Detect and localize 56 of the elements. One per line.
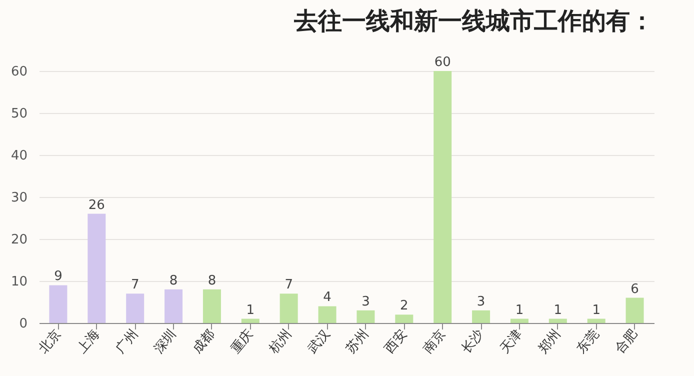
data-label: 3	[476, 294, 486, 310]
y-tick-label: 0	[19, 316, 28, 332]
data-label: 3	[362, 294, 370, 310]
x-tick-label: 上海	[74, 327, 103, 357]
bar	[472, 310, 490, 323]
data-label: 4	[323, 290, 332, 306]
data-label: 2	[400, 298, 408, 314]
bar	[548, 318, 567, 323]
data-label: 7	[130, 278, 140, 293]
x-tick-label: 武汉	[305, 327, 334, 357]
data-label: 9	[54, 269, 62, 284]
bar	[510, 318, 528, 323]
data-label: 8	[208, 273, 216, 288]
bar	[434, 71, 452, 323]
x-tick-label: 郑州	[536, 327, 564, 357]
x-tick-label: 杭州	[266, 327, 295, 358]
data-label: 1	[592, 302, 600, 318]
data-label: 8	[169, 273, 178, 288]
y-tick-label: 10	[10, 274, 28, 290]
bar	[88, 214, 106, 323]
bar	[587, 318, 606, 323]
x-tick-label: 长沙	[458, 327, 488, 357]
data-label: 1	[515, 302, 524, 318]
data-label: 6	[630, 282, 639, 297]
y-tick-label: 20	[10, 232, 28, 248]
bar	[280, 294, 298, 323]
data-label: 26	[88, 198, 105, 213]
y-tick-label: 30	[10, 190, 28, 206]
bar	[241, 318, 260, 323]
data-label: 1	[246, 302, 255, 318]
chart-title: 去往一线和新一线城市工作的有：	[293, 7, 654, 35]
bar	[626, 298, 644, 323]
data-label: 7	[284, 278, 293, 293]
bar	[49, 285, 68, 323]
x-tick-label: 成都	[190, 327, 218, 357]
x-tick-label: 东莞	[574, 327, 602, 357]
y-tick-label: 60	[10, 64, 28, 80]
data-label: 1	[554, 302, 562, 318]
x-tick-label: 天津	[497, 327, 526, 357]
x-tick-label: 合肥	[612, 327, 641, 357]
x-tick-label: 广州	[113, 327, 142, 357]
x-tick-label: 苏州	[344, 327, 372, 357]
bar	[395, 314, 414, 323]
x-tick-label: 北京	[36, 327, 64, 357]
bar	[318, 306, 336, 323]
x-tick-label: 南京	[420, 327, 449, 357]
x-tick-label: 重庆	[228, 327, 257, 357]
bar	[356, 310, 375, 323]
bar	[202, 289, 221, 323]
data-label: 60	[434, 55, 451, 70]
y-tick-label: 40	[10, 148, 28, 164]
bar	[126, 294, 144, 323]
x-tick-label: 西安	[381, 326, 410, 357]
bar	[164, 289, 183, 323]
y-tick-label: 50	[10, 106, 28, 122]
x-tick-label: 深圳	[151, 327, 180, 357]
